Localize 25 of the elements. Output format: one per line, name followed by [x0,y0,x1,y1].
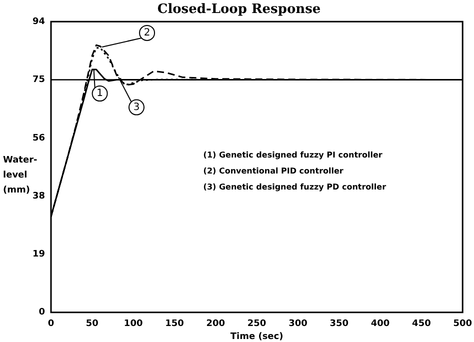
annotation: 2 [144,28,150,39]
x-tick-label: 450 [412,319,431,330]
annotation: 3 [133,102,140,113]
chart-title: Closed-Loop Response [157,2,321,18]
x-tick-label: 350 [330,319,349,330]
x-tick-label: 500 [453,319,472,330]
annotation: (3) Genetic designed fuzzy PD controller [203,182,386,192]
annotation: (2) Conventional PID controller [203,166,344,176]
y-tick-label: 38 [32,191,45,202]
x-tick-label: 150 [165,319,184,330]
annotation: (1) Genetic designed fuzzy PI controller [203,150,382,160]
x-tick-label: 250 [247,319,266,330]
x-tick-label: 400 [370,319,390,330]
x-tick-label: 300 [288,319,308,330]
annotation: 1 [96,88,103,100]
x-tick-label: 50 [86,319,98,330]
x-tick-label: 0 [48,319,54,330]
x-axis-title: Time (sec) [230,332,284,342]
x-tick-label: 100 [124,319,143,330]
y-tick-label: 94 [32,16,45,27]
y-tick-label: 0 [38,308,45,318]
y-tick-label: 19 [32,250,45,260]
y-tick-label: 56 [32,133,45,144]
y-tick-label: 75 [32,75,45,86]
x-tick-label: 200 [206,319,226,330]
